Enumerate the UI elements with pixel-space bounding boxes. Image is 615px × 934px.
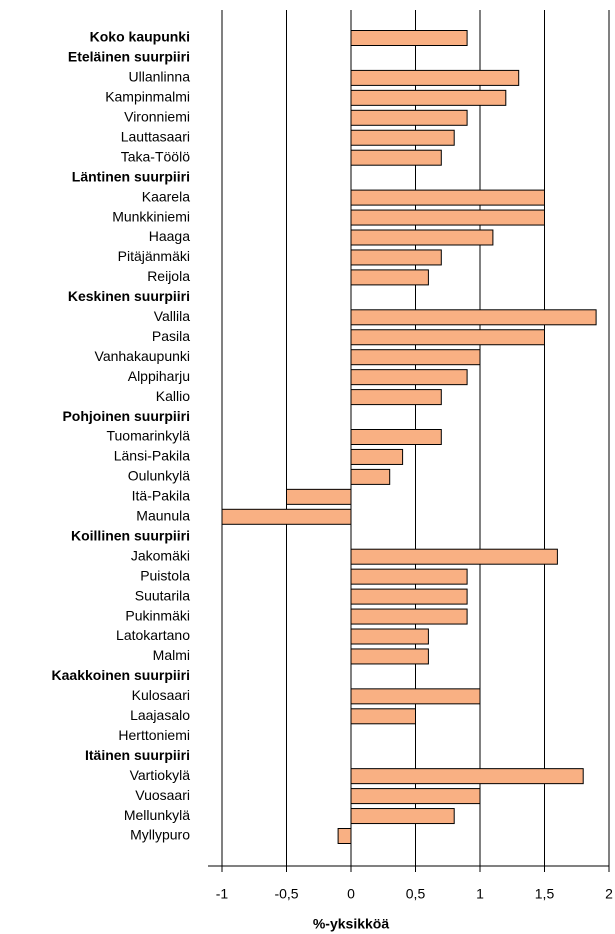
y-tick-label: Läntinen suurpiiri: [72, 168, 190, 184]
y-tick-label: Pukinmäki: [125, 607, 190, 623]
bar: [350, 568, 468, 585]
y-tick-label: Taka-Töölö: [121, 148, 190, 164]
y-tick-label: Puistola: [140, 567, 190, 583]
bar: [350, 389, 442, 406]
y-tick-label: Ullanlinna: [129, 69, 191, 85]
bar: [350, 548, 558, 565]
y-tick-label: Suutarila: [135, 587, 190, 603]
bar: [350, 269, 429, 286]
x-tick-label: -1: [216, 886, 229, 902]
bar: [221, 508, 352, 525]
y-tick-label: Latokartano: [116, 627, 190, 643]
bar: [350, 69, 520, 86]
bar: [350, 628, 429, 645]
y-tick-label: Kallio: [156, 388, 190, 404]
x-tick-label: 0: [347, 886, 355, 902]
y-tick-label: Vuosaari: [135, 787, 190, 803]
y-tick-label: Keskinen suurpiiri: [68, 288, 190, 304]
bar: [350, 309, 597, 326]
y-tick-label: Länsi-Pakila: [114, 448, 190, 464]
y-tick-label: Herttoniemi: [118, 727, 190, 743]
bar: [337, 828, 352, 844]
y-tick-label: Tuomarinkylä: [106, 428, 190, 444]
bar: [350, 149, 442, 166]
y-tick-label: Munkkiniemi: [112, 208, 190, 224]
bar: [350, 109, 468, 126]
y-tick-label: Maunula: [136, 508, 190, 524]
y-tick-label: Lauttasaari: [121, 128, 190, 144]
x-tick-label: -0,5: [274, 886, 298, 902]
x-tick-label: 2: [605, 886, 613, 902]
bar: [350, 89, 507, 106]
bar: [350, 688, 481, 705]
y-tick-label: Vanhakaupunki: [95, 348, 190, 364]
bar: [350, 808, 455, 825]
y-tick-label: Pasila: [152, 328, 190, 344]
y-tick-label: Jakomäki: [131, 547, 190, 563]
bar: [350, 369, 468, 386]
bar: [350, 608, 468, 625]
y-tick-label: Vallila: [154, 308, 191, 324]
bar: [350, 448, 404, 465]
bar: [350, 429, 442, 445]
bar: [350, 708, 416, 725]
y-tick-label: Koko kaupunki: [90, 29, 190, 45]
y-tick-label: Pitäjänmäki: [118, 248, 190, 264]
bar: [350, 249, 442, 266]
x-tick-label: 0,5: [406, 886, 426, 902]
bar: [350, 189, 545, 206]
bar: [350, 788, 481, 805]
y-tick-label: Laajasalo: [130, 707, 190, 723]
y-tick-label: Oulunkylä: [128, 468, 190, 484]
y-tick-label: Mellunkylä: [124, 807, 190, 823]
y-tick-label: Alppiharju: [128, 368, 190, 384]
y-tick-label: Kampinmalmi: [105, 89, 190, 105]
y-tick-label: Kaarela: [142, 188, 190, 204]
y-tick-label: Haaga: [149, 228, 190, 244]
y-tick-label: Itä-Pakila: [132, 488, 191, 504]
y-tick-label: Koillinen suurpiiri: [71, 527, 190, 543]
y-tick-label: Vartiokylä: [130, 767, 191, 783]
bar: [350, 349, 481, 366]
bar: [350, 229, 494, 246]
x-tick-label: 1: [476, 886, 484, 902]
x-tick-label: 1,5: [535, 886, 555, 902]
bar: [350, 209, 545, 226]
y-tick-label: Kulosaari: [132, 687, 190, 703]
y-tick-label: Reijola: [147, 268, 190, 284]
y-tick-label: Eteläinen suurpiiri: [68, 49, 190, 65]
bar: [350, 768, 584, 785]
bar: [350, 588, 468, 605]
y-tick-label: Malmi: [153, 647, 190, 663]
bar: [286, 488, 352, 505]
bar: [350, 30, 468, 46]
y-tick-label: Kaakkoinen suurpiiri: [52, 667, 190, 683]
bar: [350, 648, 429, 665]
x-axis-label: %-yksikköä: [313, 916, 389, 932]
y-tick-label: Myllypuro: [130, 827, 190, 843]
bar: [350, 329, 545, 346]
bar: [350, 468, 391, 485]
y-tick-label: Itäinen suurpiiri: [85, 747, 190, 763]
y-tick-label: Vironniemi: [124, 109, 190, 125]
bar: [350, 129, 455, 146]
y-tick-label: Pohjoinen suurpiiri: [62, 408, 190, 424]
